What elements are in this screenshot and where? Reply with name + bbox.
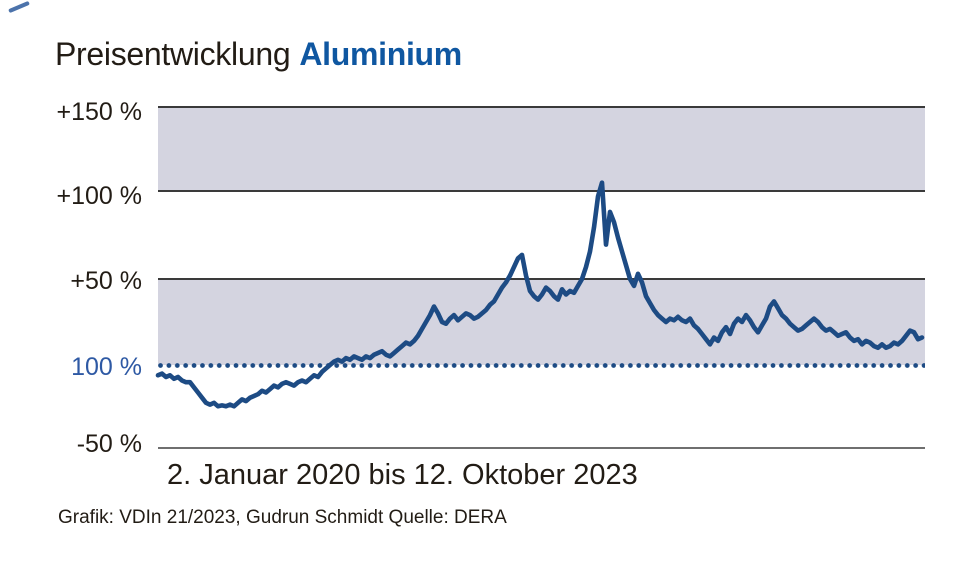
credits-line: Grafik: VDIn 21/2023, Gudrun Schmidt Que… xyxy=(58,507,507,528)
corner-mark xyxy=(8,0,30,14)
minus50-gridline xyxy=(158,447,925,449)
x-axis-caption: 2. Januar 2020 bis 12. Oktober 2023 xyxy=(167,459,638,491)
shaded-band-lower xyxy=(158,278,925,365)
y-tick-plus50: +50 % xyxy=(70,267,142,295)
y-tick-minus50: -50 % xyxy=(76,430,142,458)
baseline-dotted-line xyxy=(158,363,925,368)
y-tick-plus150: +150 % xyxy=(56,98,143,126)
chart-title-commodity: Aluminium xyxy=(299,36,462,72)
shaded-band-upper xyxy=(158,106,925,192)
y-tick-plus100: +100 % xyxy=(56,182,143,210)
chart-title-prefix: Preisentwicklung xyxy=(55,36,291,72)
chart-title: Preisentwicklung Aluminium xyxy=(55,36,462,73)
y-tick-baseline-100: 100 % xyxy=(71,353,142,381)
